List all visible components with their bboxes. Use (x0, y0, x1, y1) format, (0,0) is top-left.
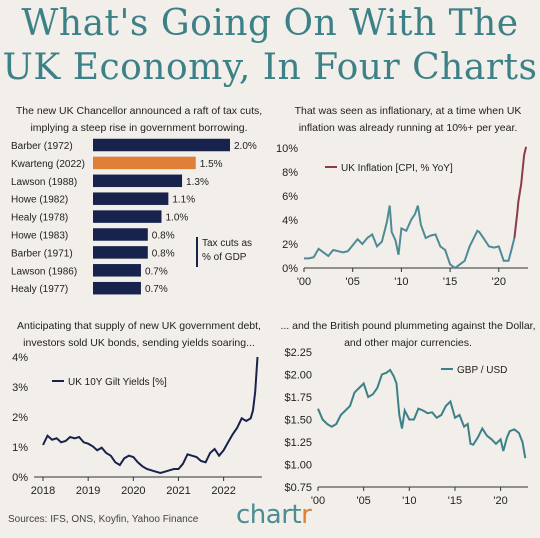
x-tick-label: '10 (394, 276, 408, 288)
bar-value-label: 0.8% (152, 231, 175, 242)
y-tick-label: 0% (282, 263, 298, 275)
bar-category-label: Howe (1982) (11, 195, 68, 206)
bar-category-label: Howe (1983) (11, 231, 68, 242)
bar-value-label: 1.0% (166, 213, 189, 224)
y-tick-label: 1% (12, 442, 28, 454)
y-tick-label: 6% (282, 191, 298, 203)
bar-value-label: 0.7% (145, 266, 168, 277)
y-tick-label: $0.75 (284, 482, 312, 494)
page-title-line-2: UK Economy, In Four Charts (2, 47, 538, 88)
y-tick-label: $1.50 (284, 415, 312, 427)
x-tick-label: 2020 (121, 485, 145, 497)
series-line-historical (304, 205, 516, 270)
y-tick-label: $1.25 (284, 437, 312, 449)
x-tick-label: '05 (356, 495, 370, 507)
x-tick-label: '10 (402, 495, 416, 507)
series-line-gbpusd (317, 368, 527, 459)
bar (93, 264, 141, 277)
bar-category-label: Barber (1972) (11, 141, 73, 152)
series-line-recent (513, 146, 528, 239)
bar-category-label: Healy (1978) (11, 213, 68, 224)
x-tick-label: '15 (448, 495, 462, 507)
bar (93, 138, 230, 152)
bar-category-label: Lawson (1986) (11, 266, 77, 277)
bar (93, 210, 162, 223)
x-tick-label: '20 (492, 276, 506, 288)
bar-category-label: Healy (1977) (11, 284, 68, 295)
y-tick-label: $2.00 (284, 370, 312, 382)
logo-accent-text: r (301, 500, 312, 530)
y-tick-label: 2% (282, 239, 298, 251)
y-tick-label: $1.00 (284, 460, 312, 472)
bar-value-label: 0.8% (152, 248, 175, 259)
x-tick-label: '05 (346, 276, 360, 288)
y-tick-label: 10% (276, 143, 298, 155)
page-title-line-1: What's Going On With The (21, 3, 519, 44)
legend-label: GBP / USD (457, 365, 507, 376)
bar-value-label: 1.1% (172, 195, 195, 206)
legend-label: UK 10Y Gilt Yields [%] (68, 377, 167, 388)
bar-category-label: Lawson (1988) (11, 177, 77, 188)
x-tick-label: '20 (493, 495, 507, 507)
x-tick-label: '15 (443, 276, 457, 288)
y-tick-label: 4% (282, 215, 298, 227)
bar (93, 174, 183, 188)
bar (93, 192, 169, 205)
y-tick-label: 2% (12, 412, 28, 424)
legend-label: Tax cuts as (202, 238, 252, 249)
y-tick-label: 0% (12, 472, 28, 484)
y-tick-label: 3% (12, 382, 28, 394)
x-tick-label: 2019 (76, 485, 100, 497)
x-tick-label: '00 (311, 495, 325, 507)
y-tick-label: 8% (282, 167, 298, 179)
y-tick-label: 4% (12, 352, 28, 364)
series-line-gilt (42, 356, 259, 475)
logo-main-text: chart (236, 500, 302, 530)
x-tick-label: 2021 (166, 485, 190, 497)
y-tick-label: $2.25 (284, 347, 312, 359)
caption-tax-cuts: The new UK Chancellor announced a raft o… (15, 105, 263, 134)
bar (93, 281, 141, 295)
chartr-logo: chartr (236, 500, 312, 530)
bar-value-label: 0.7% (145, 284, 168, 295)
bar-value-label: 2.0% (234, 141, 257, 152)
bar (93, 228, 148, 241)
bar (93, 156, 196, 170)
bar-category-label: Kwarteng (2022) (11, 159, 85, 170)
y-tick-label: $1.75 (284, 392, 312, 404)
sources-footer: Sources: IFS, ONS, Koyfin, Yahoo Finance (8, 514, 199, 525)
caption-inflation: That was seen as inflationary, at a time… (294, 105, 522, 134)
caption-gbp-usd: ... and the British pound plummeting aga… (280, 320, 536, 349)
x-tick-label: 2018 (31, 485, 55, 497)
x-tick-label: '00 (297, 276, 311, 288)
caption-gilt-yields: Anticipating that supply of new UK gover… (17, 320, 261, 349)
legend-label: % of GDP (202, 252, 247, 263)
x-tick-label: 2022 (211, 485, 235, 497)
bar-value-label: 1.3% (186, 177, 209, 188)
bar-value-label: 1.5% (200, 159, 223, 170)
bar-category-label: Barber (1971) (11, 248, 73, 259)
bar (93, 246, 148, 259)
legend-label: UK Inflation [CPI, % YoY] (341, 163, 453, 174)
